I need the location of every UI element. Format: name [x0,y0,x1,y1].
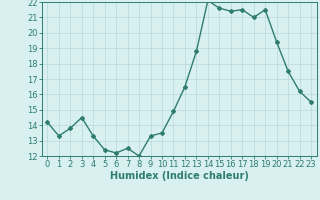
X-axis label: Humidex (Indice chaleur): Humidex (Indice chaleur) [110,171,249,181]
